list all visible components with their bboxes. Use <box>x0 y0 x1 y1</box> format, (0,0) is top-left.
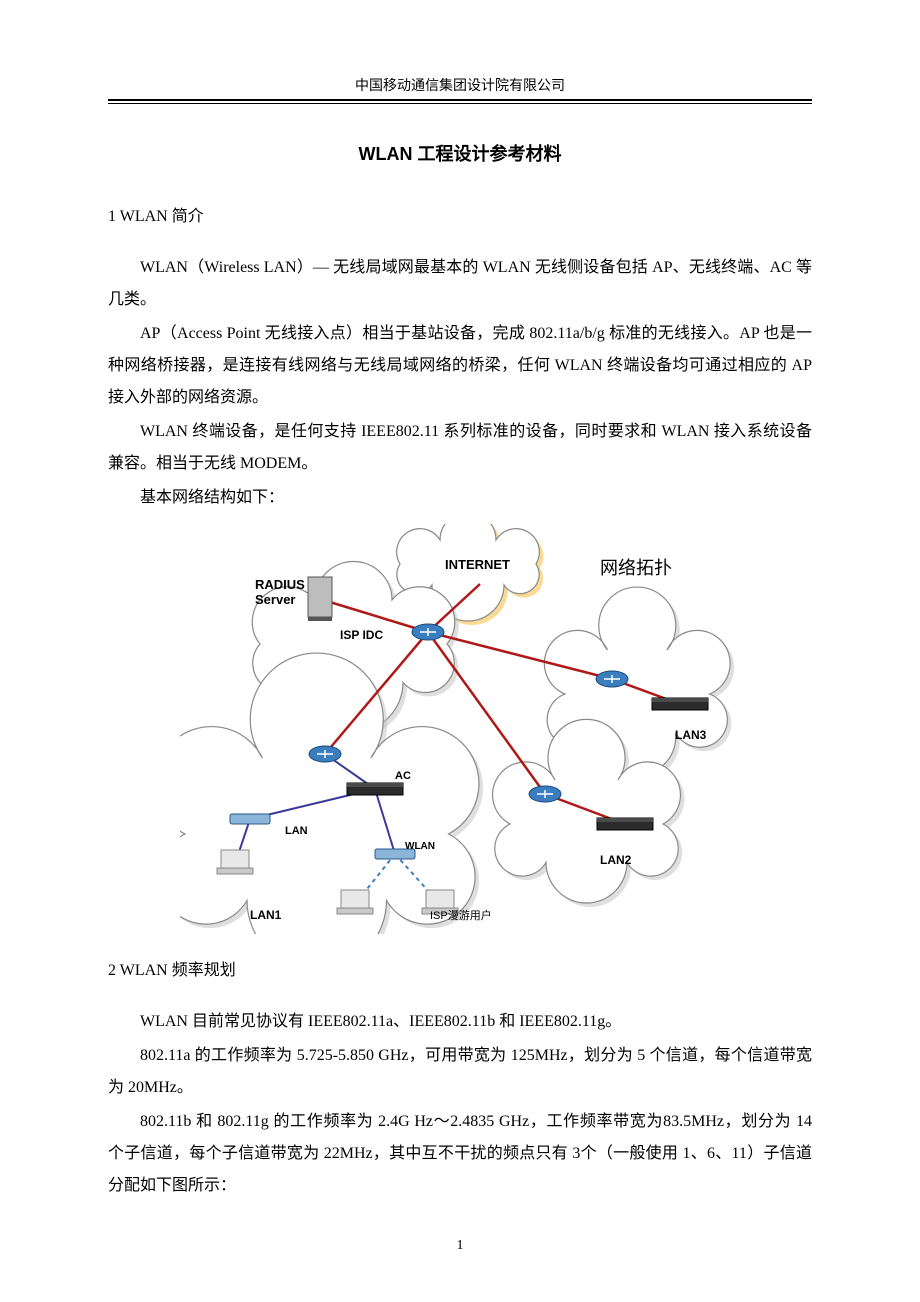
document-page: 中国移动通信集团设计院有限公司 WLAN 工程设计参考材料 1 WLAN 简介 … <box>0 0 920 1202</box>
header-rule-thin <box>108 103 812 104</box>
section-1-para-3: WLAN 终端设备，是任何支持 IEEE802.11 系列标准的设备，同时要求和… <box>108 416 812 480</box>
page-number: 1 <box>0 1238 920 1254</box>
section-1-para-1: WLAN（Wireless LAN）— 无线局域网最基本的 WLAN 无线侧设备… <box>108 252 812 316</box>
section-1-para-2: AP（Access Point 无线接入点）相当于基站设备，完成 802.11a… <box>108 318 812 414</box>
section-2-para-1: WLAN 目前常见协议有 IEEE802.11a、IEEE802.11b 和 I… <box>108 1006 812 1038</box>
svg-text:ISP IDC: ISP IDC <box>340 628 383 642</box>
svg-text:LAN2: LAN2 <box>600 853 632 867</box>
header-rule-thick <box>108 99 812 101</box>
svg-text:ISP漫游用户: ISP漫游用户 <box>430 908 492 922</box>
svg-text:LAN1: LAN1 <box>250 908 282 922</box>
svg-text:网络拓扑: 网络拓扑 <box>600 558 672 578</box>
svg-text:INTERNET: INTERNET <box>445 557 510 572</box>
network-diagram-wrap: INTERNET 网络拓扑 RADIUSServer ISP IDC LAN3 LAN2 A… <box>108 524 812 934</box>
svg-text:RADIUS: RADIUS <box>255 577 305 592</box>
svg-text:LAN: LAN <box>285 825 308 837</box>
section-2-para-3: 802.11b 和 802.11g 的工作频率为 2.4G Hz～2.4835 … <box>108 1106 812 1202</box>
network-topology-diagram: INTERNET 网络拓扑 RADIUSServer ISP IDC LAN3 LAN2 A… <box>180 524 740 934</box>
svg-text:Server: Server <box>255 592 295 607</box>
svg-text:AC: AC <box>395 770 411 782</box>
svg-text:LAN3: LAN3 <box>675 728 707 742</box>
page-header: 中国移动通信集团设计院有限公司 <box>108 75 812 95</box>
section-1-para-4: 基本网络结构如下： <box>108 482 812 514</box>
document-title: WLAN 工程设计参考材料 <box>108 140 812 166</box>
section-2-para-2: 802.11a 的工作频率为 5.725-5.850 GHz，可用带宽为 125… <box>108 1040 812 1104</box>
section-1-heading: 1 WLAN 简介 <box>108 202 812 226</box>
svg-text:WLAN: WLAN <box>405 841 435 852</box>
section-2-heading: 2 WLAN 频率规划 <box>108 956 812 980</box>
